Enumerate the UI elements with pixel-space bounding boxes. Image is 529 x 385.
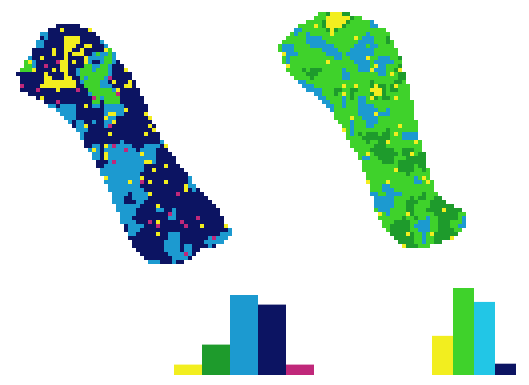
histogram-bar-magenta [286, 364, 314, 375]
histogram-bar-navy [495, 363, 516, 375]
histogram-bar-green [202, 344, 230, 375]
classified-map-right [250, 0, 529, 290]
histogram-bar-yellow [174, 364, 202, 375]
histogram-left [174, 295, 324, 375]
classified-map-left [0, 0, 280, 290]
map-raster [16, 24, 232, 264]
histogram-svg [174, 295, 314, 375]
histogram-svg [432, 288, 516, 375]
histogram-bar-light_cyan [474, 301, 495, 375]
histogram-bar-navy [258, 304, 286, 375]
map-raster [278, 12, 466, 248]
histogram-bar-light_green [453, 288, 474, 375]
histogram-right [432, 288, 524, 375]
histogram-bar-yellow [432, 335, 453, 375]
histogram-bar-cyan_blue [230, 295, 258, 375]
